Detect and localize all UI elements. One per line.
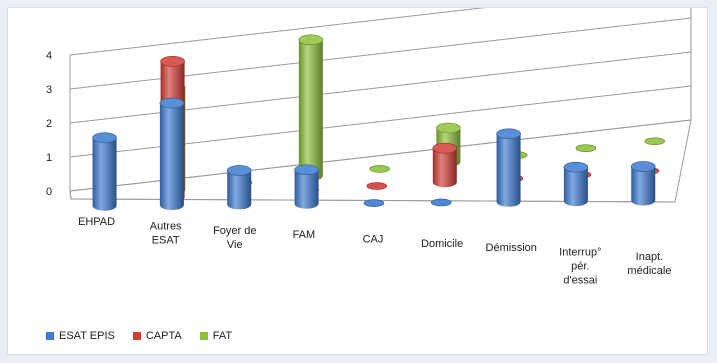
legend-label: ESAT EPIS — [59, 330, 115, 342]
bar — [496, 128, 521, 207]
legend-item: ESAT EPIS — [46, 330, 115, 342]
bar — [294, 164, 319, 209]
bars — [92, 34, 665, 211]
bar — [644, 137, 665, 146]
gridline — [69, 8, 486, 56]
category-label: Domicile — [421, 238, 463, 250]
bar — [366, 182, 388, 190]
legend-swatch — [199, 332, 208, 340]
category-label: Inapt. médicale — [627, 251, 671, 277]
legend-label: CAPTA — [145, 330, 182, 342]
bar — [430, 198, 452, 207]
bar — [432, 142, 458, 188]
legend-item: FAT — [199, 330, 233, 342]
bar — [298, 34, 324, 181]
category-label: CAJ — [363, 234, 384, 246]
chart-panel: 0 1 2 3 4 EHPAD Autres ESAT Foyer de Vie FAM CAJ Dom… — [8, 8, 707, 354]
bar — [363, 199, 385, 207]
chart-legend: ESAT EPIS CAPTA FAT — [46, 330, 232, 342]
bar — [92, 132, 117, 211]
category-label: Foyer de Vie — [213, 225, 256, 251]
bar — [159, 97, 185, 211]
bar — [563, 161, 589, 207]
bar — [226, 165, 252, 210]
y-tick-label: 0 — [46, 186, 52, 198]
bar-chart: 0 1 2 3 4 EHPAD Autres ESAT Foyer de Vie FAM CAJ Dom… — [46, 8, 692, 287]
labels: 0 1 2 3 4 EHPAD Autres ESAT Foyer de Vie FAM CAJ Dom… — [46, 50, 671, 287]
legend-swatch — [46, 332, 54, 340]
y-tick-label: 4 — [46, 50, 52, 62]
category-label: EHPAD — [78, 216, 115, 228]
category-label: Démission — [486, 242, 537, 254]
y-tick-label: 2 — [46, 118, 52, 130]
bar — [630, 161, 656, 206]
category-label: Autres ESAT — [150, 221, 182, 247]
y-tick-label: 3 — [46, 84, 52, 96]
category-label: FAM — [293, 229, 316, 241]
bar — [369, 165, 390, 173]
y-axis-wall — [69, 55, 72, 200]
category-label: Interrup° pér. d'essai — [559, 247, 601, 287]
y-tick-label: 1 — [46, 152, 52, 164]
legend-swatch — [132, 332, 141, 340]
legend-item: CAPTA — [132, 330, 182, 342]
bar — [575, 144, 597, 152]
legend-label: FAT — [212, 330, 233, 342]
